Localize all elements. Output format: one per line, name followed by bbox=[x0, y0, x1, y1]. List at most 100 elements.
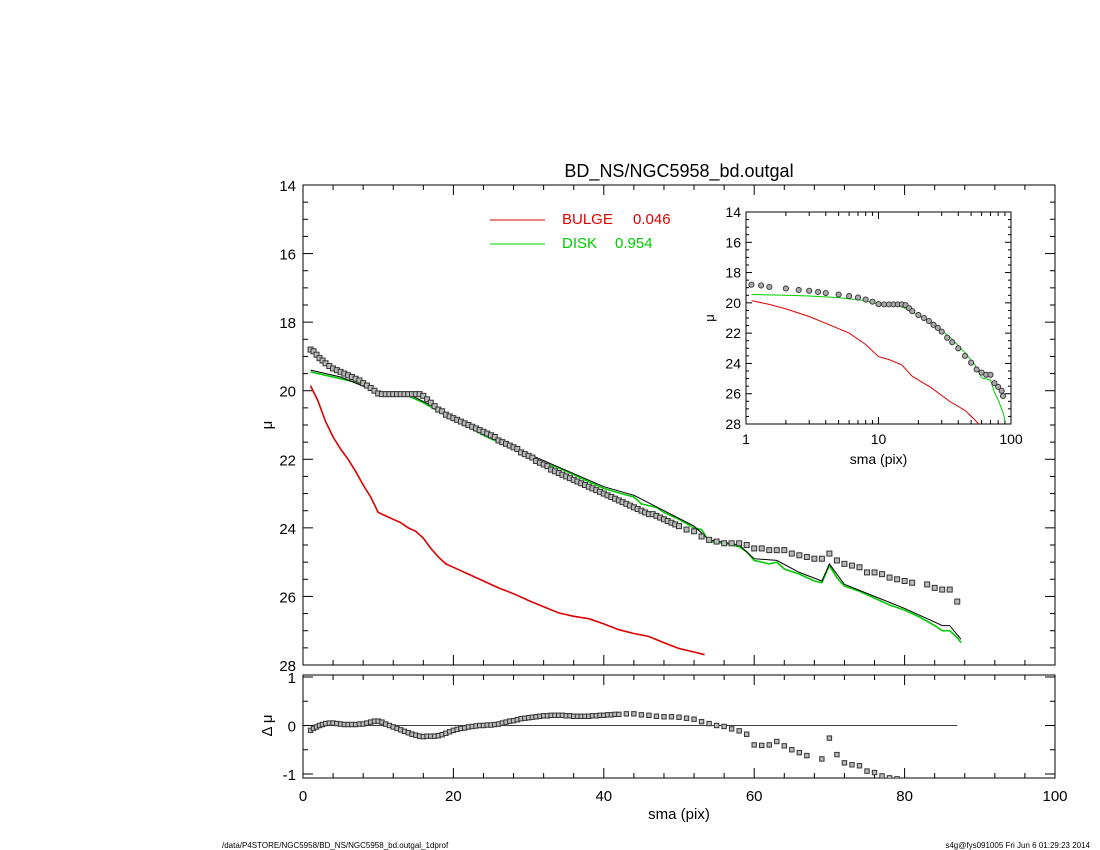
inset-data-point bbox=[815, 288, 822, 296]
x-tick-label: 20 bbox=[445, 788, 462, 805]
residual-y-tick-label: -1 bbox=[283, 767, 296, 784]
data-point bbox=[736, 540, 743, 547]
x-tick-label: 0 bbox=[299, 788, 307, 805]
residual-point bbox=[616, 711, 622, 718]
residual-point bbox=[706, 720, 712, 727]
residual-point bbox=[698, 718, 705, 725]
inset-y-tick-label: 22 bbox=[725, 325, 741, 341]
residual-point bbox=[819, 756, 825, 762]
data-point bbox=[773, 547, 780, 554]
data-point bbox=[886, 574, 893, 581]
inset-data-point bbox=[846, 292, 853, 300]
residual-point bbox=[766, 742, 772, 748]
x-tick-label: 60 bbox=[746, 788, 763, 805]
data-point bbox=[758, 545, 765, 552]
inset-data-point bbox=[987, 371, 994, 378]
inset-x-tick-label: 10 bbox=[871, 431, 887, 447]
data-points bbox=[307, 346, 961, 605]
inset-log-panel: 14 16 18 20 22 24 26 281 10 100 sma (pix) μ bbox=[702, 204, 1023, 467]
y-tick-label: 24 bbox=[279, 521, 296, 538]
residual-point bbox=[796, 749, 803, 756]
inset-data-point bbox=[766, 283, 773, 291]
inset-data-point bbox=[938, 328, 945, 335]
y-tick-label: 16 bbox=[279, 247, 296, 264]
data-point bbox=[901, 578, 908, 584]
data-point bbox=[420, 392, 427, 399]
data-point bbox=[544, 463, 551, 470]
inset-data-point bbox=[962, 352, 969, 359]
data-point bbox=[946, 586, 953, 593]
data-point bbox=[803, 554, 810, 560]
inset-data-point bbox=[795, 286, 802, 294]
inset-data-point bbox=[835, 291, 842, 298]
inset-y-tick-label: 24 bbox=[725, 355, 741, 371]
inset-data-point bbox=[782, 285, 789, 292]
inset-data-point bbox=[748, 281, 755, 288]
legend: BULGE 0.046 DISK 0.954 bbox=[490, 211, 671, 252]
residual-point bbox=[759, 742, 765, 749]
data-point bbox=[864, 569, 870, 576]
residual-point bbox=[661, 714, 667, 720]
inset-disk-line bbox=[751, 294, 1006, 422]
inset-data-point bbox=[995, 383, 1002, 390]
residual-point bbox=[638, 712, 645, 718]
inset-data-point bbox=[944, 334, 951, 341]
residual-point bbox=[849, 762, 855, 768]
inset-y-tick-label: 28 bbox=[725, 416, 741, 432]
residual-point bbox=[631, 711, 637, 717]
data-point bbox=[781, 547, 788, 554]
residual-point bbox=[721, 723, 727, 730]
inset-data-point bbox=[998, 387, 1005, 394]
data-point bbox=[683, 526, 690, 533]
inset-data-point bbox=[949, 339, 956, 346]
x-tick-label: 100 bbox=[1042, 788, 1067, 805]
residual-point bbox=[728, 726, 735, 732]
data-point bbox=[826, 550, 833, 557]
inset-bulge-line bbox=[751, 300, 980, 424]
residual-point bbox=[804, 752, 810, 759]
data-point bbox=[424, 396, 431, 403]
residual-point bbox=[743, 731, 750, 737]
data-point bbox=[894, 576, 901, 583]
y-tick-label: 28 bbox=[279, 658, 296, 675]
data-point bbox=[939, 586, 946, 593]
inset-data-point bbox=[930, 321, 937, 328]
residual-point bbox=[781, 743, 787, 749]
y-axis-label: μ bbox=[259, 421, 276, 430]
residual-point bbox=[789, 747, 795, 753]
inset-background bbox=[746, 212, 1011, 424]
data-point bbox=[721, 540, 728, 547]
inset-data-point bbox=[909, 308, 916, 315]
residual-point bbox=[864, 768, 870, 774]
data-point bbox=[439, 408, 446, 415]
inset-data-point bbox=[862, 296, 869, 303]
y-tick-label: 22 bbox=[279, 452, 296, 469]
data-point bbox=[848, 562, 855, 569]
inset-data-points bbox=[748, 281, 1007, 400]
y-tick-label: 26 bbox=[279, 589, 296, 606]
y-tick-label: 20 bbox=[279, 384, 296, 401]
footer-timestamp: s4g@fys091005 Fri Jun 6 01:29:23 2014 bbox=[945, 841, 1090, 850]
residual-point bbox=[713, 722, 720, 729]
residual-point bbox=[653, 713, 660, 719]
data-point bbox=[706, 536, 713, 543]
inset-data-point bbox=[854, 294, 862, 301]
data-point bbox=[924, 581, 931, 588]
data-point bbox=[491, 434, 498, 440]
residual-point bbox=[646, 712, 652, 719]
x-axis-label: sma (pix) bbox=[648, 806, 710, 823]
residual-point bbox=[774, 738, 780, 745]
residual-point bbox=[751, 742, 757, 748]
bulge-profile-line bbox=[309, 385, 705, 656]
data-point bbox=[431, 403, 438, 410]
residual-y-axis-label: Δ μ bbox=[259, 714, 276, 736]
residual-plot-frame bbox=[302, 674, 1056, 779]
data-point bbox=[514, 446, 521, 452]
residual-point bbox=[871, 769, 878, 776]
inset-y-tick-label: 16 bbox=[725, 234, 741, 250]
data-point bbox=[529, 454, 536, 461]
data-point bbox=[427, 399, 434, 406]
data-point bbox=[954, 598, 961, 605]
inset-data-point bbox=[758, 282, 765, 289]
